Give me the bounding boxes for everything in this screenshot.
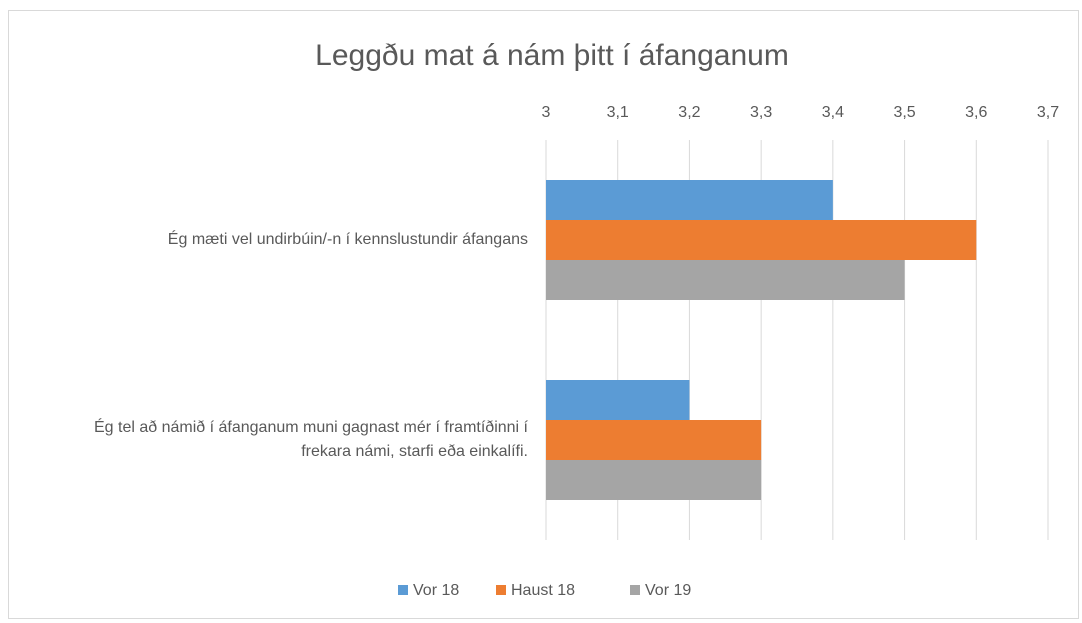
chart-title: Leggðu mat á nám þitt í áfanganum bbox=[315, 39, 789, 72]
legend-label: Vor 19 bbox=[645, 582, 691, 599]
legend-swatch bbox=[398, 585, 408, 595]
bar bbox=[546, 260, 905, 300]
x-tick-label: 3 bbox=[542, 104, 551, 121]
x-tick-label: 3,1 bbox=[607, 104, 629, 121]
x-tick-label: 3,3 bbox=[750, 104, 772, 121]
y-tick-label: Ég mæti vel undirbúin/-n í kennslustundi… bbox=[167, 231, 528, 248]
legend-label: Vor 18 bbox=[413, 582, 459, 599]
x-tick-label: 3,7 bbox=[1037, 104, 1059, 121]
x-tick-label: 3,4 bbox=[822, 104, 844, 121]
x-tick-label: 3,5 bbox=[893, 104, 915, 121]
bar bbox=[546, 220, 977, 260]
legend-swatch bbox=[630, 585, 640, 595]
chart-border bbox=[8, 10, 1079, 619]
x-tick-label: 3,2 bbox=[678, 104, 700, 121]
bar bbox=[546, 180, 833, 220]
x-tick-label: 3,6 bbox=[965, 104, 987, 121]
bar bbox=[546, 380, 690, 420]
legend-swatch bbox=[496, 585, 506, 595]
bar bbox=[546, 460, 762, 500]
legend-label: Haust 18 bbox=[511, 582, 575, 599]
y-tick-label: Ég tel að námið í áfanganum muni gagnast… bbox=[93, 419, 528, 460]
bar bbox=[546, 420, 762, 460]
